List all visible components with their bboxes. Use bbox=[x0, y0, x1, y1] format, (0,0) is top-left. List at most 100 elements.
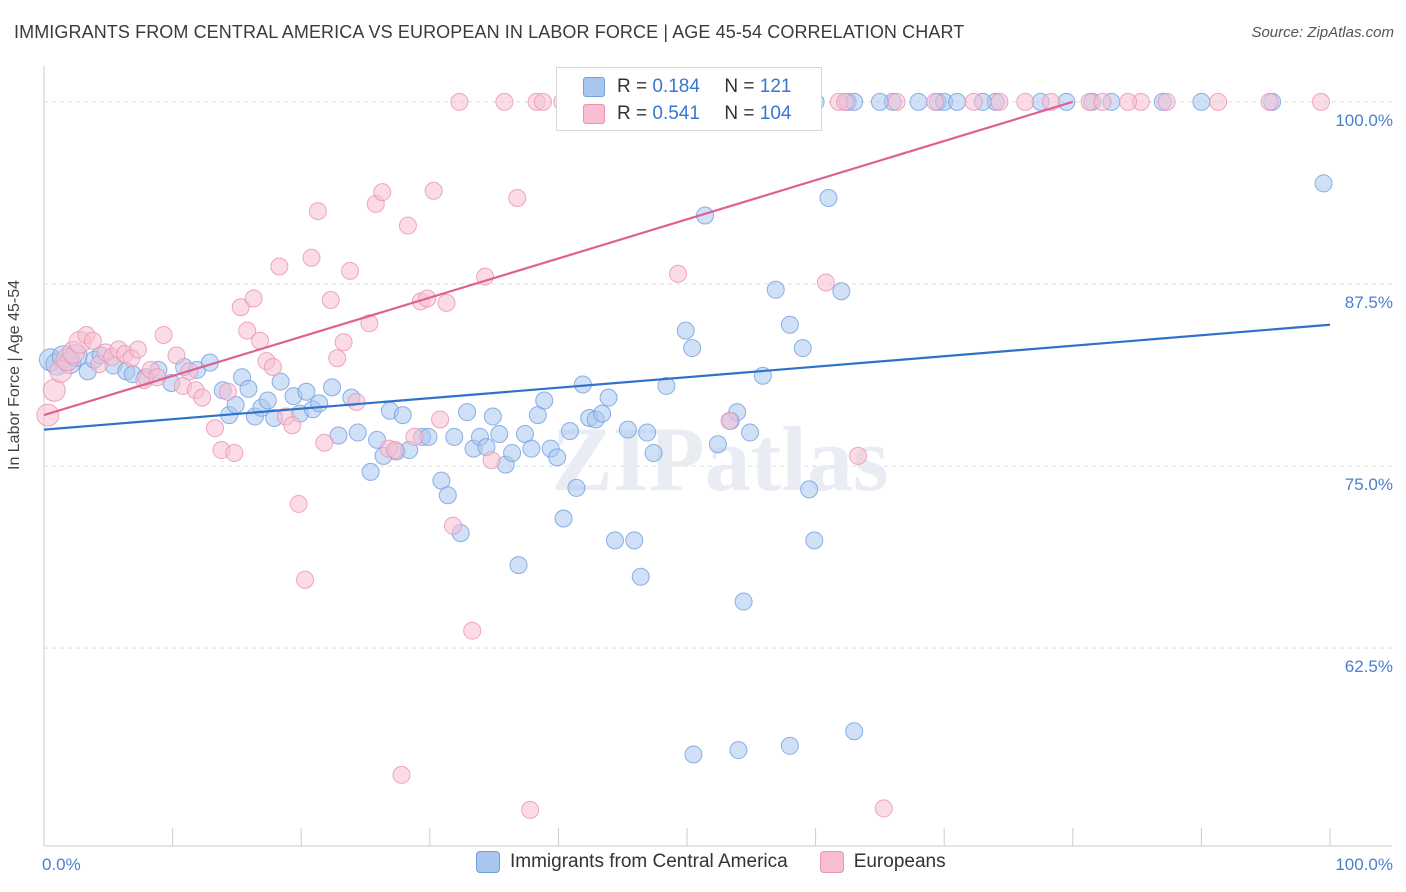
data-point bbox=[887, 92, 906, 111]
data-point bbox=[167, 346, 186, 365]
data-point bbox=[270, 257, 289, 276]
data-point bbox=[535, 391, 554, 410]
series-europeans-points bbox=[36, 92, 1330, 819]
data-point bbox=[297, 382, 316, 401]
data-point bbox=[321, 290, 340, 309]
data-point bbox=[334, 333, 353, 352]
data-point bbox=[548, 448, 567, 467]
r-label: R = bbox=[617, 103, 648, 124]
data-point bbox=[599, 388, 618, 407]
data-point bbox=[593, 404, 612, 423]
data-point bbox=[1016, 92, 1035, 111]
data-point bbox=[154, 325, 173, 344]
data-point bbox=[437, 293, 456, 312]
data-point bbox=[631, 567, 650, 586]
data-point bbox=[990, 92, 1009, 111]
data-point bbox=[206, 419, 225, 438]
data-point bbox=[1260, 92, 1279, 111]
data-point bbox=[567, 478, 586, 497]
data-point bbox=[310, 394, 329, 413]
data-point bbox=[964, 92, 983, 111]
data-point bbox=[341, 261, 360, 280]
watermark: ZIPatlas bbox=[551, 408, 888, 510]
data-point bbox=[218, 382, 237, 401]
data-point bbox=[870, 92, 889, 111]
trend-line-immigrants bbox=[43, 323, 1331, 431]
axes bbox=[43, 66, 1392, 847]
data-point bbox=[845, 722, 864, 741]
data-point bbox=[128, 340, 147, 359]
blue-legend-swatch bbox=[476, 851, 500, 873]
data-point bbox=[398, 216, 417, 235]
data-point bbox=[819, 189, 838, 208]
n-value: 121 bbox=[759, 76, 792, 97]
data-point bbox=[909, 92, 928, 111]
data-point bbox=[328, 349, 347, 368]
data-point bbox=[1093, 92, 1112, 111]
r-label: R = bbox=[617, 76, 648, 97]
data-point bbox=[283, 416, 302, 435]
source-credit: Source: ZipAtlas.com bbox=[1251, 24, 1394, 41]
data-point bbox=[443, 516, 462, 535]
data-point bbox=[503, 443, 522, 462]
data-point bbox=[741, 423, 760, 442]
y-tick-label: 100.0% bbox=[1335, 111, 1393, 130]
r-value: 0.541 bbox=[652, 103, 700, 124]
legend-row-europeans: R = 0.541 N = 104 bbox=[583, 101, 791, 127]
data-point bbox=[668, 264, 687, 283]
stats-legend: R = 0.184 N = 121 R = 0.541 N = 104 bbox=[556, 67, 822, 131]
data-point bbox=[638, 423, 657, 442]
data-point bbox=[800, 480, 819, 499]
pink-legend-swatch bbox=[819, 851, 844, 873]
data-point bbox=[708, 435, 727, 454]
data-point bbox=[522, 439, 541, 458]
data-point bbox=[36, 403, 60, 427]
gridlines bbox=[44, 101, 1392, 649]
data-point bbox=[676, 321, 695, 340]
data-point bbox=[805, 531, 824, 550]
data-point bbox=[347, 392, 366, 411]
r-value: 0.184 bbox=[652, 76, 700, 97]
data-point bbox=[315, 433, 334, 452]
data-point bbox=[289, 494, 308, 513]
data-point bbox=[458, 403, 477, 422]
data-point bbox=[361, 462, 380, 481]
n-label: N = bbox=[724, 76, 755, 97]
data-point bbox=[302, 248, 321, 267]
data-point bbox=[348, 423, 367, 442]
chart-title: IMMIGRANTS FROM CENTRAL AMERICA VS EUROP… bbox=[14, 22, 965, 42]
data-point bbox=[482, 451, 501, 470]
y-tick-label: 87.5% bbox=[1345, 293, 1393, 312]
data-point bbox=[373, 183, 392, 202]
data-point bbox=[926, 92, 945, 111]
legend-item-europeans: Europeans bbox=[819, 851, 946, 873]
data-point bbox=[1209, 92, 1228, 111]
data-point bbox=[509, 556, 528, 575]
data-point bbox=[392, 765, 411, 784]
data-point bbox=[780, 315, 799, 334]
data-point bbox=[490, 425, 509, 444]
data-point bbox=[1119, 92, 1138, 111]
data-point bbox=[323, 378, 342, 397]
data-point bbox=[495, 92, 514, 111]
data-point bbox=[605, 531, 624, 550]
data-point bbox=[463, 621, 482, 640]
data-point bbox=[734, 592, 753, 611]
data-point bbox=[766, 280, 785, 299]
data-point bbox=[618, 420, 637, 439]
data-point bbox=[225, 443, 244, 462]
x-tick-label: 100.0% bbox=[1335, 855, 1393, 874]
trend-lines bbox=[43, 100, 1331, 431]
n-value: 104 bbox=[759, 103, 792, 124]
pink-swatch bbox=[583, 104, 605, 124]
y-tick-label: 75.0% bbox=[1345, 475, 1393, 494]
data-point bbox=[258, 391, 277, 410]
data-point bbox=[329, 426, 348, 445]
data-point bbox=[424, 181, 443, 200]
data-point bbox=[386, 441, 405, 460]
data-point bbox=[1157, 92, 1176, 111]
data-point bbox=[874, 799, 893, 818]
y-tick-label: 62.5% bbox=[1345, 657, 1393, 676]
data-point bbox=[533, 92, 552, 111]
